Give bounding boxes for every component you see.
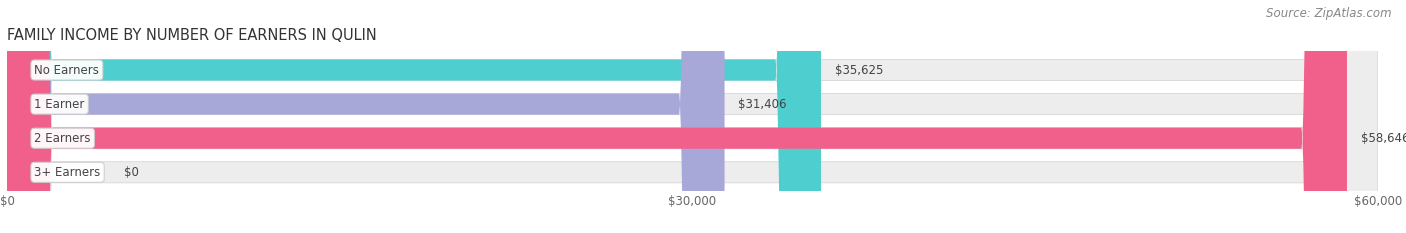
Text: 1 Earner: 1 Earner xyxy=(34,98,84,111)
Text: FAMILY INCOME BY NUMBER OF EARNERS IN QULIN: FAMILY INCOME BY NUMBER OF EARNERS IN QU… xyxy=(7,28,377,43)
Text: $31,406: $31,406 xyxy=(738,98,787,111)
FancyBboxPatch shape xyxy=(7,0,1378,233)
FancyBboxPatch shape xyxy=(7,0,1347,233)
Text: $35,625: $35,625 xyxy=(835,64,883,76)
Text: Source: ZipAtlas.com: Source: ZipAtlas.com xyxy=(1267,7,1392,20)
FancyBboxPatch shape xyxy=(7,0,1378,233)
FancyBboxPatch shape xyxy=(7,0,1378,233)
FancyBboxPatch shape xyxy=(7,0,1378,233)
Text: No Earners: No Earners xyxy=(34,64,100,76)
FancyBboxPatch shape xyxy=(7,0,821,233)
Text: 2 Earners: 2 Earners xyxy=(34,132,91,145)
Text: $0: $0 xyxy=(124,166,138,179)
FancyBboxPatch shape xyxy=(7,0,724,233)
Text: 3+ Earners: 3+ Earners xyxy=(34,166,101,179)
Text: $58,646: $58,646 xyxy=(1361,132,1406,145)
